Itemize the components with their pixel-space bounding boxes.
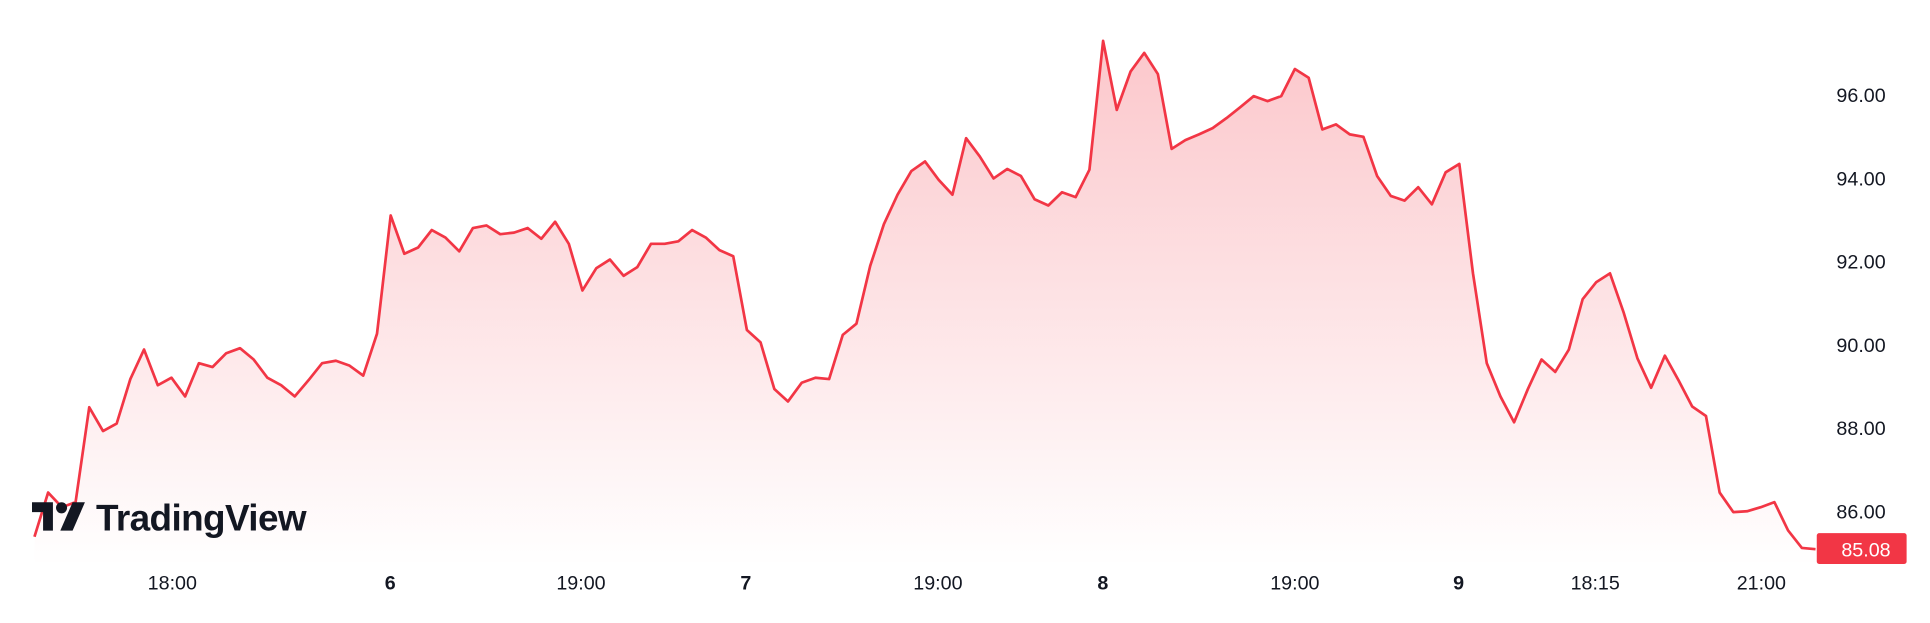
last-price-badge-bg [1816, 533, 1907, 564]
last-price-badge: 85.08 [1816, 533, 1907, 564]
y-tick-label: 94.00 [1836, 168, 1885, 190]
last-price-label: 85.08 [1841, 540, 1890, 562]
x-tick-label: 18:00 [148, 573, 197, 595]
x-tick-label: 19:00 [1270, 573, 1319, 595]
x-tick-label: 18:15 [1571, 573, 1620, 595]
x-tick-label: 9 [1453, 573, 1464, 595]
price-area-fill [34, 40, 1816, 567]
x-tick-label: 19:00 [913, 573, 962, 595]
price-axis[interactable]: 96.00 94.00 92.00 90.00 88.00 86.00 [1836, 85, 1885, 523]
tradingview-logo-icon [32, 502, 85, 531]
x-tick-label: 19:00 [556, 573, 605, 595]
tradingview-logo-text: TradingView [96, 498, 307, 539]
y-tick-label: 90.00 [1836, 335, 1885, 357]
x-tick-label: 21:00 [1737, 573, 1786, 595]
y-tick-label: 88.00 [1836, 418, 1885, 440]
time-axis[interactable]: 18:00 6 19:00 7 19:00 8 19:00 9 18:15 21:00 [148, 573, 1786, 595]
tradingview-logo[interactable]: TradingView [32, 498, 307, 539]
price-line [33, 39, 1816, 551]
x-tick-label: 6 [385, 573, 396, 595]
x-tick-label: 8 [1097, 573, 1108, 595]
x-tick-label: 7 [740, 573, 751, 595]
y-tick-label: 86.00 [1836, 501, 1885, 523]
y-tick-label: 96.00 [1836, 85, 1885, 107]
y-tick-label: 92.00 [1836, 252, 1885, 274]
